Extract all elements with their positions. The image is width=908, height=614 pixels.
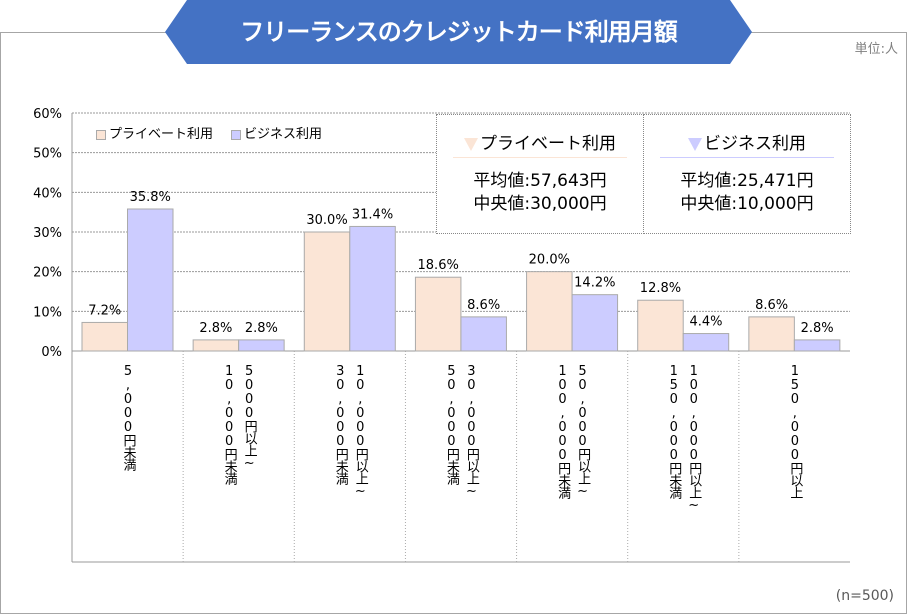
data-label: 20.0% [529,253,570,268]
bar-private [414,276,462,352]
data-label: 4.4% [689,315,722,330]
y-tick-label: 30% [33,226,62,241]
bar-private [81,321,128,352]
bar-business [460,316,507,352]
x-category-label: 5000円以上~ 10,000円未満 [183,364,294,559]
bar-private [637,299,684,352]
data-label: 30.0% [306,213,347,228]
chart-title: フリーランスのクレジットカード利用月額 [240,18,678,46]
unit-label: 単位:人 [854,42,898,57]
data-label: 8.6% [467,298,500,313]
bar-business [127,208,174,352]
triangle-down-icon [688,137,702,151]
category-text: 150,000円以上 [787,364,803,498]
category-text: 50,000円以上~ 100,000円未満 [555,364,591,498]
bar-business [349,225,396,352]
bar-business [682,333,730,352]
legend: プライベート利用 ビジネス利用 [96,123,322,142]
stats-heading: ビジネス利用 [704,134,806,154]
category-text: 5000円以上~ 10,000円未満 [221,364,257,484]
stats-heading: プライベート利用 [480,134,616,154]
data-label: 8.6% [755,298,788,313]
median-value: 中央値:10,000円 [680,194,814,214]
bar-private [192,339,240,352]
x-category-label: 30,000円以上~ 50,000円未満 [405,364,516,559]
bar-private [748,316,795,352]
legend-label: プライベート利用 [109,127,214,142]
data-label: 31.4% [352,207,393,222]
median-value: 中央値:30,000円 [473,194,607,214]
mean-value: 平均値:57,643円 [473,171,607,191]
y-tick-label: 20% [33,266,62,281]
category-text: 5,000円未満 [120,364,136,470]
data-label: 2.8% [801,321,834,336]
bar-business [571,294,619,352]
data-label: 35.8% [130,190,171,205]
y-tick-label: 0% [41,345,62,360]
y-tick-label: 60% [33,107,62,122]
y-tick-label: 40% [33,186,62,201]
y-tick-label: 10% [33,305,62,320]
x-category-label: 100,000円以上~ 150,000円未満 [628,364,739,559]
legend-item-private: プライベート利用 [96,123,213,142]
business-stats-box: ビジネス利用 平均値:25,471円 中央値:10,000円 [643,114,851,234]
category-text: 30,000円以上~ 50,000円未満 [443,364,479,498]
bar-private [303,231,351,352]
bar-private [526,271,573,352]
data-label: 14.2% [574,276,615,291]
x-category-label: 150,000円以上 [739,364,850,559]
legend-label: ビジネス利用 [244,127,323,142]
category-text: 10,000円以上~ 30,000円未満 [332,364,368,498]
x-category-label: 10,000円以上~ 30,000円未満 [294,364,405,559]
x-category-label: 50,000円以上~ 100,000円未満 [517,364,628,559]
data-label: 7.2% [88,303,121,318]
data-label: 12.8% [640,281,681,296]
data-label: 2.8% [245,321,278,336]
mean-value: 平均値:25,471円 [680,171,814,191]
bar-business [793,339,841,352]
title-banner [165,0,752,64]
sample-size: (n=500) [835,588,894,604]
legend-item-business: ビジネス利用 [231,123,322,142]
data-label: 2.8% [199,321,232,336]
y-tick-label: 50% [33,147,62,162]
bar-business [238,339,285,352]
private-stats-box: プライベート利用 平均値:57,643円 中央値:30,000円 [436,114,644,234]
x-category-label: 5,000円未満 [72,364,183,559]
triangle-down-icon [464,137,478,151]
category-text: 100,000円以上~ 150,000円未満 [666,364,702,512]
data-label: 18.6% [418,258,459,273]
